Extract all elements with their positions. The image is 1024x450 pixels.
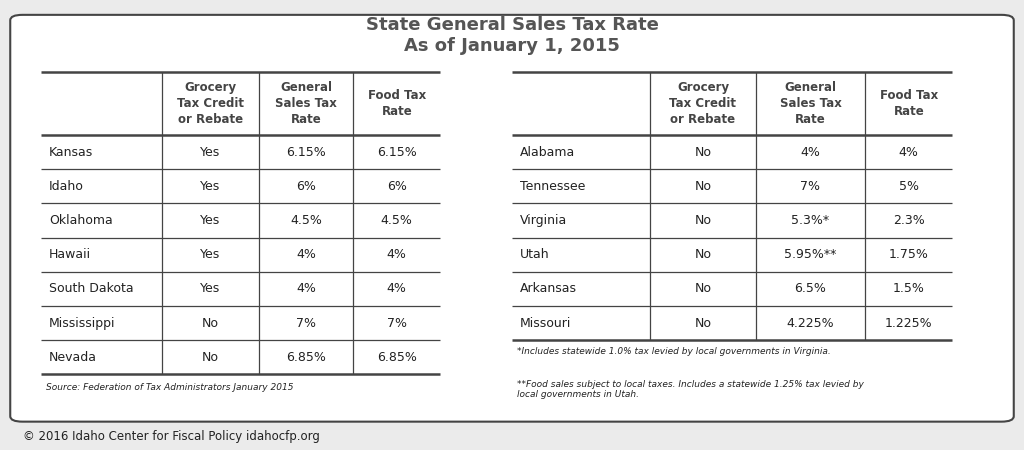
Text: Mississippi: Mississippi (49, 317, 116, 329)
Text: 4.5%: 4.5% (290, 214, 323, 227)
Text: 7%: 7% (387, 317, 407, 329)
Text: Nevada: Nevada (49, 351, 97, 364)
Text: 6.85%: 6.85% (287, 351, 326, 364)
Text: 4%: 4% (387, 283, 407, 295)
Text: 6.15%: 6.15% (377, 146, 417, 158)
Text: 7%: 7% (801, 180, 820, 193)
Text: 1.75%: 1.75% (889, 248, 929, 261)
Text: Yes: Yes (201, 214, 220, 227)
Text: Oklahoma: Oklahoma (49, 214, 113, 227)
Text: As of January 1, 2015: As of January 1, 2015 (404, 37, 620, 55)
Text: 5.3%*: 5.3%* (792, 214, 829, 227)
Text: No: No (694, 146, 712, 158)
Text: South Dakota: South Dakota (49, 283, 134, 295)
Text: Arkansas: Arkansas (520, 283, 578, 295)
Text: **Food sales subject to local taxes. Includes a statewide 1.25% tax levied by
lo: **Food sales subject to local taxes. Inc… (517, 380, 864, 399)
Text: 4%: 4% (296, 248, 316, 261)
Text: Yes: Yes (201, 248, 220, 261)
Text: State General Sales Tax Rate: State General Sales Tax Rate (366, 16, 658, 34)
Text: 1.225%: 1.225% (885, 317, 933, 329)
Text: 6.15%: 6.15% (287, 146, 326, 158)
Text: No: No (694, 248, 712, 261)
Text: Source: Federation of Tax Administrators January 2015: Source: Federation of Tax Administrators… (46, 382, 294, 392)
Text: Tennessee: Tennessee (520, 180, 586, 193)
Text: Kansas: Kansas (49, 146, 93, 158)
Text: 7%: 7% (296, 317, 316, 329)
Text: 1.5%: 1.5% (893, 283, 925, 295)
Text: 4%: 4% (296, 283, 316, 295)
Text: 6.5%: 6.5% (795, 283, 826, 295)
Text: No: No (694, 283, 712, 295)
FancyBboxPatch shape (10, 15, 1014, 422)
Text: 4%: 4% (387, 248, 407, 261)
Text: Yes: Yes (201, 146, 220, 158)
Text: Yes: Yes (201, 283, 220, 295)
Text: Hawaii: Hawaii (49, 248, 91, 261)
Text: 6%: 6% (387, 180, 407, 193)
Text: 4.225%: 4.225% (786, 317, 835, 329)
Text: Missouri: Missouri (520, 317, 571, 329)
Text: Food Tax
Rate: Food Tax Rate (880, 89, 938, 118)
Text: 2.3%: 2.3% (893, 214, 925, 227)
Text: *Includes statewide 1.0% tax levied by local governments in Virginia.: *Includes statewide 1.0% tax levied by l… (517, 347, 830, 356)
Text: General
Sales Tax
Rate: General Sales Tax Rate (275, 81, 337, 126)
Text: Grocery
Tax Credit
or Rebate: Grocery Tax Credit or Rebate (670, 81, 736, 126)
Text: No: No (202, 317, 219, 329)
Text: General
Sales Tax
Rate: General Sales Tax Rate (779, 81, 842, 126)
Text: No: No (202, 351, 219, 364)
Text: Food Tax
Rate: Food Tax Rate (368, 89, 426, 118)
Text: 5.95%**: 5.95%** (784, 248, 837, 261)
Text: 6%: 6% (296, 180, 316, 193)
Text: Utah: Utah (520, 248, 550, 261)
Text: © 2016 Idaho Center for Fiscal Policy idahocfp.org: © 2016 Idaho Center for Fiscal Policy id… (23, 430, 319, 443)
Text: Grocery
Tax Credit
or Rebate: Grocery Tax Credit or Rebate (177, 81, 244, 126)
Text: No: No (694, 180, 712, 193)
Text: 5%: 5% (899, 180, 919, 193)
Text: 4%: 4% (801, 146, 820, 158)
Text: Virginia: Virginia (520, 214, 567, 227)
Text: 4%: 4% (899, 146, 919, 158)
Text: 6.85%: 6.85% (377, 351, 417, 364)
Text: Alabama: Alabama (520, 146, 575, 158)
Text: 4.5%: 4.5% (381, 214, 413, 227)
Text: Idaho: Idaho (49, 180, 84, 193)
Text: Yes: Yes (201, 180, 220, 193)
Text: No: No (694, 317, 712, 329)
Text: No: No (694, 214, 712, 227)
